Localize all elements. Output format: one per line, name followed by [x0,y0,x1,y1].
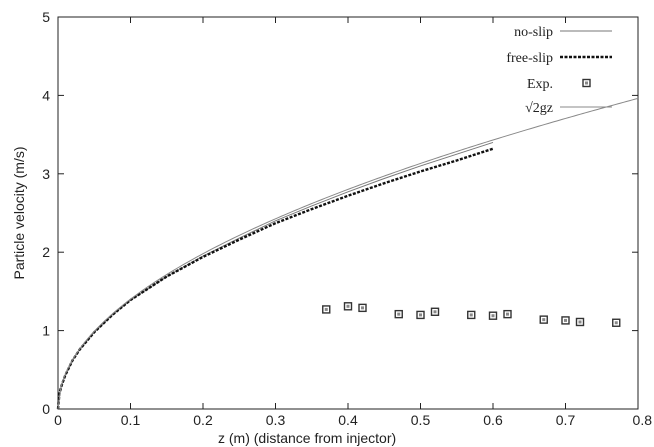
x-tick-label: 0.3 [266,412,286,428]
legend-marker-core [585,81,588,85]
y-tick-label: 1 [42,323,50,339]
y-axis: 0 1 2 3 4 5 [42,9,638,417]
x-axis-label: z (m) (distance from injector) [218,430,396,446]
y-axis-label: Particle velocity (m/s) [11,146,27,279]
x-tick-label: 0.4 [338,412,358,428]
legend-label: no-slip [514,25,553,40]
exp-marker-core [361,306,364,310]
x-tick-label: 0.1 [121,412,141,428]
plot-frame [57,16,639,410]
exp-marker-core [506,312,509,316]
exp-marker-core [346,304,350,308]
x-tick-label: 0.8 [633,412,653,428]
y-tick-label: 4 [42,87,50,103]
plot-area [56,97,639,410]
sqrt-2gz-line [57,97,639,410]
no-slip-line [57,141,494,410]
y-tick-label: 0 [42,401,50,417]
x-tick-label: 0 [54,412,62,428]
exp-marker-core [433,310,437,314]
x-tick-label: 0.7 [556,412,576,428]
exp-marker-core [419,313,422,317]
exp-marker-core [564,318,567,322]
x-tick-label: 0.5 [411,412,431,428]
legend: no-slip free-slip Exp. √2gz [506,25,612,116]
y-tick-label: 2 [42,244,50,260]
exp-marker-core [578,320,582,324]
x-tick-label: 0.6 [483,412,503,428]
legend-label: Exp. [527,77,553,92]
exp-marker-core [397,312,401,316]
x-axis: 0 0.1 0.2 0.3 0.4 0.5 0.6 0.7 0.8 [54,17,652,428]
legend-label: free-slip [506,51,553,66]
x-tick-label: 0.2 [193,412,213,428]
y-tick-label: 3 [42,166,50,182]
exp-marker-core [614,321,618,325]
free-slip-line [56,147,494,410]
exp-marker-core [469,313,473,317]
exp-marker-core [324,307,328,311]
legend-label: √2gz [525,101,553,116]
exp-marker-core [542,318,546,322]
exp-marker-core [491,314,495,318]
y-tick-label: 5 [42,9,50,25]
